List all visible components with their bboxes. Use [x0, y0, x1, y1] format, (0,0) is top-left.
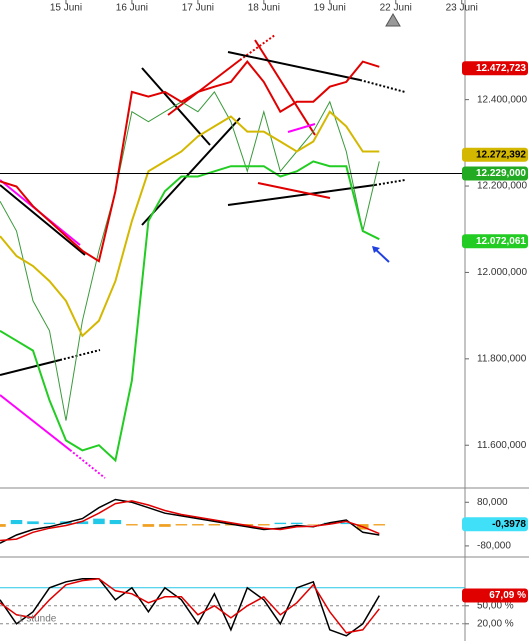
histogram-bar [274, 522, 287, 525]
price-tag [462, 147, 528, 162]
y-tick-label: 11.800,000 [477, 353, 527, 364]
price-tag [462, 61, 528, 76]
x-tick-label: 15 Juni [50, 3, 82, 14]
trend-line [59, 349, 101, 361]
x-tick-label: 23 Juni [446, 3, 478, 14]
y-tick-label: 12.400,000 [477, 94, 527, 105]
histogram-bar [43, 522, 56, 525]
trend-line [0, 359, 61, 376]
histogram-bar [142, 524, 155, 527]
histogram-bar [93, 518, 105, 525]
panel-label: 1 stunde [18, 614, 57, 625]
price-tag [462, 517, 528, 532]
histogram-bar [109, 520, 122, 525]
trend-line [239, 34, 276, 61]
price-tag-label: 12.472,723 [476, 63, 526, 74]
series-line [0, 578, 380, 634]
x-tick-label: 18 Juni [248, 3, 280, 14]
y-tick-label: 20,00 % [477, 618, 514, 629]
price-tag [462, 588, 528, 603]
histogram-bar [340, 522, 353, 525]
histogram-bar [0, 524, 6, 527]
trend-line [167, 59, 241, 116]
y-tick-label: 12.200,000 [477, 181, 527, 192]
y-tick-label: 12.000,000 [477, 267, 527, 278]
y-tick-label: 80,000 [477, 497, 508, 508]
x-tick-label: 19 Juni [314, 3, 346, 14]
y-tick-label: -80,000 [477, 541, 511, 552]
histogram-bar [76, 521, 89, 525]
histogram-bar [10, 520, 23, 525]
trend-line [141, 67, 211, 146]
trend-line [0, 394, 71, 451]
scroll-marker [385, 13, 401, 27]
series-line [0, 60, 380, 263]
series-line [0, 500, 380, 542]
x-tick-label: 16 Juni [116, 3, 148, 14]
price-tag-label: -0,3978 [492, 519, 526, 530]
price-tag-label: 12.272,392 [476, 149, 526, 160]
histogram-bar [27, 521, 39, 525]
histogram-bar [192, 524, 204, 526]
histogram-bar [208, 524, 221, 526]
histogram-bar [175, 524, 188, 526]
histogram-bar [126, 524, 138, 526]
x-tick-label: 22 Juni [380, 3, 412, 14]
series-line [0, 160, 380, 463]
price-tag-label: 12.072,061 [476, 236, 526, 247]
histogram-bar [307, 524, 320, 525]
y-tick-label: 11.600,000 [477, 440, 527, 451]
price-tag [462, 234, 528, 249]
y-tick-label: 50,00 % [477, 600, 514, 611]
trend-line [254, 39, 316, 136]
x-tick-label: 17 Juni [182, 3, 214, 14]
histogram-bar [258, 524, 270, 526]
series-line [0, 91, 380, 421]
histogram-bar [373, 524, 386, 526]
price-tag [462, 166, 528, 181]
trend-line [0, 184, 86, 256]
price-tag-label: 12.229,000 [476, 168, 526, 179]
trend-line [69, 449, 106, 479]
trend-line [374, 179, 406, 186]
histogram-bar [291, 522, 303, 525]
trend-line [227, 184, 376, 206]
histogram-bar [159, 524, 171, 527]
arrow-head [372, 246, 380, 253]
trend-line [141, 117, 241, 226]
trend-line [287, 123, 316, 133]
trend-line [227, 51, 361, 81]
price-tag-label: 67,09 % [489, 590, 526, 601]
trend-line [257, 182, 331, 199]
series-line [0, 110, 380, 338]
